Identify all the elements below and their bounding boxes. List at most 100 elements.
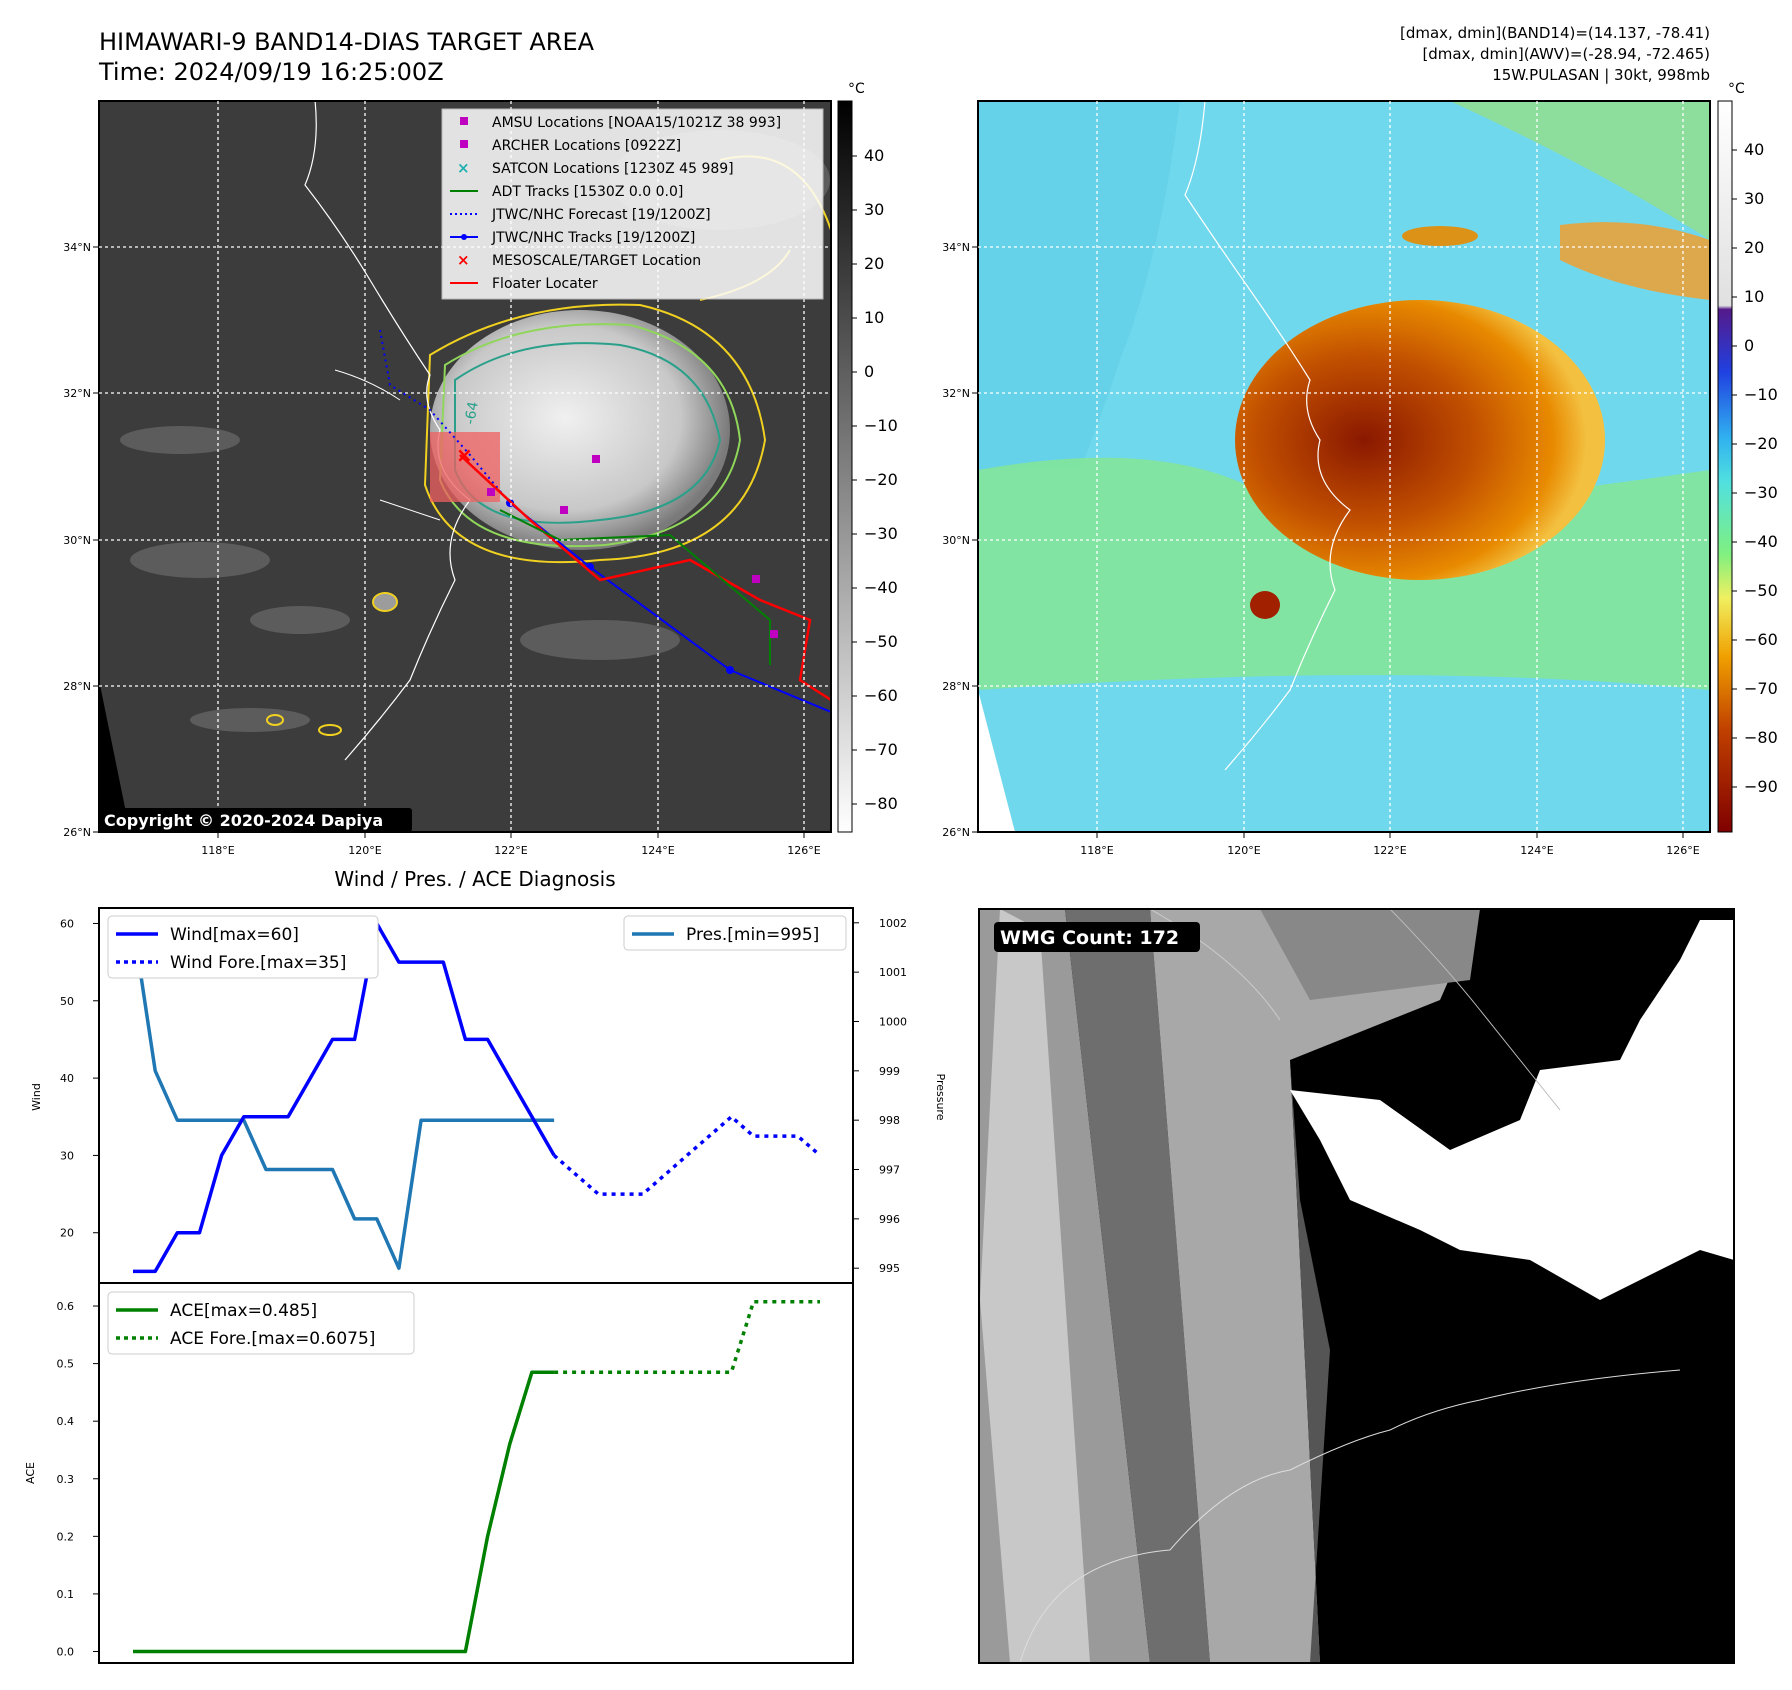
ir-legend-item: JTWC/NHC Tracks [19/1200Z] [450,230,695,246]
ir-axis-ticks: 118°E 120°E 122°E 124°E 126°E 26°N 28°N 30°N 32°… [63,241,821,857]
wind-pressure-chart: Wind Pressure 20 30 40 50 60 995 996 997 998 999… [30,907,947,1284]
awv-colorbar-unit: °C [1728,81,1745,97]
ace-tick-label: 0.5 [57,1358,75,1371]
wind-axis-label: Wind [30,1083,43,1111]
ir-contour-label: -64 [462,400,482,425]
ir-storm-cloud [430,310,730,550]
wmg-count-text: WMG Count: 172 [1000,927,1179,949]
ace-tick-label: 0.4 [57,1415,75,1428]
info-band14-range: [dmax, dmin](BAND14)=(14.137, -78.41) [1400,24,1710,42]
awv-lat-label: 26°N [942,826,970,839]
ir-coastline-islands [334,369,441,521]
ir-colorbar-tick: 0 [864,362,874,381]
pressure-axis-label: Pressure [934,1074,947,1121]
wind-tick-label: 30 [60,1149,74,1162]
awv-lat-label: 34°N [942,241,970,254]
wind-legend: Wind[max=60] Wind Fore.[max=35] [107,915,379,979]
ir-legend-label: Floater Locater [492,276,598,292]
pressure-tick-label: 999 [879,1065,900,1078]
pressure-tick-label: 995 [879,1262,900,1275]
ir-legend-item: ADT Tracks [1530Z 0.0 0.0] [450,184,683,200]
pressure-tick-label: 1001 [879,966,907,979]
legend-ace: ACE[max=0.485] [170,1301,317,1321]
ir-legend-label: ADT Tracks [1530Z 0.0 0.0] [492,184,683,200]
ir-colorbar-unit: °C [848,81,865,97]
ir-map-panel: -64 × 118°E 120°E 122°E 124°E 126°E 26°N 28°N 3… [63,81,898,857]
awv-colorbar-tick: 20 [1744,238,1764,257]
ir-lat-label: 30°N [63,534,91,547]
wmg-white-region [1290,920,1734,1300]
ir-legend-item: ARCHER Locations [0922Z] [460,138,681,154]
ir-lat-label: 32°N [63,387,91,400]
ir-legend-item: JTWC/NHC Forecast [19/1200Z] [450,207,711,223]
ir-legend-label: JTWC/NHC Forecast [19/1200Z] [491,207,711,223]
ir-colorbar-ticks: 40 30 20 10 0 −10 −20 −30 −40 −50 −60 −70 −80 [852,146,898,813]
ir-colorbar-tick: −50 [864,632,898,651]
ir-colorbar-tick: 30 [864,200,884,219]
wind-line [133,921,556,1274]
awv-colorbar-tick: −30 [1744,483,1778,502]
ace-tick-label: 0.6 [57,1300,75,1313]
ir-legend-label: SATCON Locations [1230Z 45 989] [492,161,734,177]
ir-lon-label: 124°E [641,844,674,857]
awv-lat-label: 30°N [942,534,970,547]
wind-tick-label: 20 [60,1227,74,1240]
ir-colorbar-tick: −20 [864,470,898,489]
ir-colorbar-tick: 40 [864,146,884,165]
figure-time: Time: 2024/09/19 16:25:00Z [98,58,444,86]
ir-legend-item: AMSU Locations [NOAA15/1021Z 38 993] [460,115,781,131]
awv-lon-label: 126°E [1666,844,1699,857]
pressure-tick-label: 1000 [879,1015,907,1028]
ir-lon-label: 120°E [348,844,381,857]
wmg-grey-band-3 [1150,909,1480,1663]
ir-lat-label: 28°N [63,680,91,693]
ir-colorbar-tick: −30 [864,524,898,543]
awv-colorbar [1717,100,1733,833]
ir-colorbar-tick: −60 [864,686,898,705]
awv-colorbar-tick: 0 [1744,336,1754,355]
ir-legend-label: ARCHER Locations [0922Z] [492,138,681,154]
awv-colorbar-tick: −80 [1744,728,1778,747]
ir-lat-label: 34°N [63,241,91,254]
pressure-legend: Pres.[min=995] [623,915,847,951]
ir-amsu-archer-markers [487,455,778,638]
awv-colorbar-ticks: 40 30 20 10 0 −10 −20 −30 −40 −50 −60 −70 −80 −90 [1732,140,1778,796]
pressure-y-ticks: 995 996 997 998 999 1000 1001 1002 [853,917,907,1275]
wind-tick-label: 60 [60,917,74,930]
awv-lon-label: 120°E [1227,844,1260,857]
ir-colorbar-tick: 10 [864,308,884,327]
pressure-tick-label: 997 [879,1164,900,1177]
wind-series [131,921,822,1274]
info-awv-range: [dmax, dmin](AWV)=(-28.94, -72.465) [1422,45,1710,63]
awv-colorbar-tick: −10 [1744,385,1778,404]
awv-colorbar-tick: 10 [1744,287,1764,306]
awv-nodata-wedge [978,690,1015,832]
ir-lon-label: 118°E [201,844,234,857]
ir-colorbar [837,100,853,833]
awv-gridlines [978,101,1710,832]
awv-colorbar-tick: 30 [1744,189,1764,208]
awv-colorbar-tick: −90 [1744,777,1778,796]
ir-legend: AMSU Locations [NOAA15/1021Z 38 993] ARCH… [441,108,824,300]
copyright-badge [100,808,412,832]
figure-title: HIMAWARI-9 BAND14-DIAS TARGET AREA [99,28,595,56]
wmg-count-badge [994,922,1200,952]
diagnosis-title: Wind / Pres. / ACE Diagnosis [334,867,615,891]
info-storm-id: 15W.PULASAN | 30kt, 998mb [1492,66,1710,84]
ir-colorbar-tick: −80 [864,794,898,813]
wmg-frame [978,908,1735,1664]
ir-small-cell [372,592,398,612]
ir-frame [98,100,832,833]
ir-nodata-wedge [99,680,130,832]
awv-colorbar-tick: 40 [1744,140,1764,159]
ir-legend-item: × SATCON Locations [1230Z 45 989] [457,159,734,177]
ir-legend-label: MESOSCALE/TARGET Location [492,253,701,269]
ace-axis-label: ACE [24,1462,37,1484]
svg-text:×: × [457,159,470,177]
ace-line [133,1370,555,1654]
ace-y-ticks: 0.0 0.1 0.2 0.3 0.4 0.5 0.6 [57,1300,99,1658]
ir-legend-label: JTWC/NHC Tracks [19/1200Z] [491,230,695,246]
wind-tick-label: 50 [60,995,74,1008]
ir-legend-label: AMSU Locations [NOAA15/1021Z 38 993] [492,115,781,131]
ir-legend-item: Floater Locater [450,276,598,292]
